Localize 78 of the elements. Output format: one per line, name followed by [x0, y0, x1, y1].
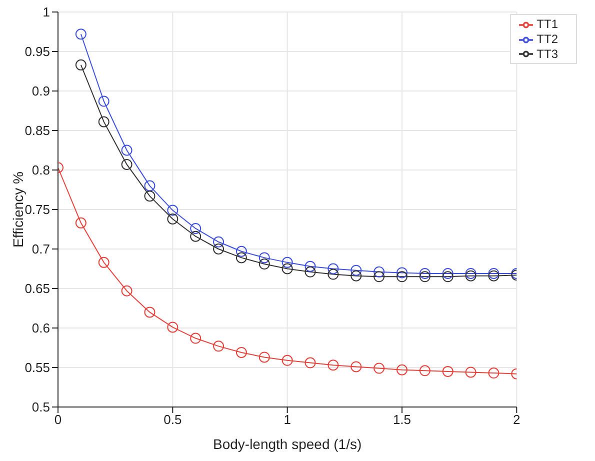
point: [328, 360, 339, 371]
legend-label: TT1: [536, 17, 558, 31]
point: [350, 264, 362, 276]
x-axis-title: Body-length speed (1/s): [213, 436, 362, 452]
point: [167, 204, 178, 216]
x-tick-label: 0: [54, 412, 62, 428]
y-tick-label: 0.65: [24, 281, 50, 296]
y-tick-label: 0.8: [32, 162, 50, 178]
point: [419, 365, 430, 376]
point: [121, 285, 132, 296]
point: [304, 260, 316, 272]
point: [328, 268, 339, 280]
point: [465, 268, 476, 279]
point: [98, 96, 110, 107]
point: [396, 364, 408, 376]
point: [144, 306, 156, 318]
point: [190, 222, 202, 234]
point: [258, 252, 270, 264]
point: [304, 357, 316, 368]
point: [121, 144, 132, 156]
point: [396, 267, 408, 278]
point: [282, 354, 293, 366]
point: [144, 180, 156, 192]
point: [488, 268, 500, 279]
point: [213, 244, 224, 254]
y-tick-label: 0.55: [24, 360, 50, 376]
point: [190, 230, 202, 242]
point: [144, 190, 156, 202]
y-tick-label: 0.7: [32, 242, 50, 257]
y-tick-label: 0.85: [24, 123, 50, 138]
point: [258, 258, 270, 270]
point: [419, 271, 430, 282]
point: [442, 268, 454, 279]
point: [465, 270, 476, 282]
point: [488, 368, 500, 379]
x-tick-label: 1.5: [392, 412, 412, 428]
point: [488, 270, 500, 282]
point: [98, 116, 110, 128]
point: [396, 271, 408, 282]
point: [419, 268, 430, 279]
point: [75, 59, 86, 70]
point: [167, 213, 178, 224]
point: [304, 266, 316, 278]
x-tick-label: 2: [513, 412, 520, 428]
point: [236, 246, 247, 257]
point: [328, 263, 339, 274]
point: [75, 217, 86, 228]
y-tick-label: 0.95: [24, 44, 50, 60]
point: [213, 340, 224, 352]
point: [213, 236, 224, 248]
point: [190, 332, 202, 344]
x-tick-label: 1: [284, 412, 291, 428]
y-axis-title: Efficiency %: [10, 172, 26, 248]
y-tick-label: 0.9: [32, 84, 50, 99]
point: [465, 366, 476, 378]
point: [374, 266, 385, 278]
point: [442, 366, 454, 377]
point: [282, 263, 293, 274]
legend-label: TT2: [536, 32, 558, 46]
y-tick-label: 0.75: [24, 202, 50, 218]
point: [442, 271, 454, 282]
point: [258, 352, 270, 363]
point: [350, 270, 362, 282]
point: [236, 252, 247, 264]
point: [121, 158, 132, 170]
point: [75, 28, 86, 40]
y-tick-label: 1: [42, 4, 50, 20]
y-tick-label: 0.5: [32, 400, 50, 415]
point: [167, 322, 178, 333]
legend-label: TT3: [536, 46, 558, 61]
point: [98, 256, 110, 268]
point: [374, 271, 385, 282]
y-tick-label: 0.6: [32, 320, 50, 336]
x-tick-label: 0.5: [164, 412, 182, 428]
point: [282, 256, 293, 268]
point: [350, 361, 362, 372]
point: [374, 362, 385, 374]
point: [236, 346, 247, 358]
